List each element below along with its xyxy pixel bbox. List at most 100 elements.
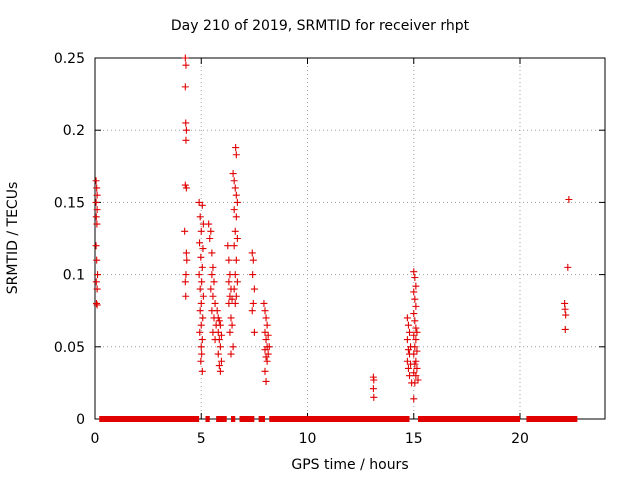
y-tick-label: 0.25 (54, 51, 85, 67)
data-point (197, 321, 205, 329)
data-point (94, 271, 102, 279)
data-point (414, 376, 422, 384)
data-point (249, 256, 257, 264)
data-point (265, 343, 273, 351)
chart-title: Day 210 of 2019, SRMTID for receiver rhp… (170, 18, 470, 34)
data-point (93, 285, 101, 293)
data-point (562, 311, 570, 319)
data-point (196, 213, 204, 221)
data-point (261, 367, 269, 375)
data-point (198, 263, 206, 271)
data-point (181, 83, 189, 91)
data-point (209, 292, 217, 300)
data-point (410, 310, 418, 318)
data-point (198, 278, 206, 286)
data-point (229, 343, 237, 351)
data-point (411, 317, 419, 325)
data-point (249, 299, 257, 307)
data-point (232, 144, 240, 152)
data-point (196, 307, 204, 315)
data-point (197, 253, 205, 261)
data-point (229, 170, 237, 178)
y-tick-label: 0.05 (54, 340, 85, 356)
data-point (215, 336, 223, 344)
data-point (216, 367, 224, 375)
data-point (232, 213, 240, 221)
data-point (216, 321, 224, 329)
data-point (413, 364, 421, 372)
data-point (215, 362, 223, 370)
data-point (410, 288, 418, 296)
data-point (216, 343, 224, 351)
data-point (182, 271, 190, 279)
data-point (406, 328, 413, 336)
data-point (263, 357, 271, 365)
data-point (412, 336, 420, 344)
data-point (92, 299, 100, 307)
data-point (215, 317, 223, 325)
data-point (412, 357, 420, 365)
data-point (413, 347, 421, 355)
data-point (262, 353, 270, 361)
data-point (92, 198, 100, 206)
data-point (93, 206, 101, 214)
x-tick-label: 15 (405, 431, 423, 447)
data-point (404, 364, 412, 372)
data-point (231, 227, 239, 235)
data-point (199, 314, 207, 322)
data-point (370, 393, 378, 401)
data-point (260, 299, 268, 307)
data-point (197, 227, 205, 235)
x-tick-label: 5 (197, 431, 206, 447)
data-point (264, 331, 272, 339)
data-point (411, 273, 419, 281)
data-point (263, 321, 271, 329)
data-point (207, 227, 215, 235)
data-point (565, 196, 573, 204)
y-tick-label: 0.15 (54, 195, 85, 211)
x-tick-label: 0 (91, 431, 100, 447)
data-point (198, 350, 206, 358)
data-point (92, 278, 100, 286)
data-point (403, 336, 411, 344)
data-point (225, 278, 233, 286)
data-point (411, 360, 419, 368)
data-point (261, 346, 269, 354)
data-point (410, 268, 418, 276)
data-point (195, 198, 203, 206)
data-point (561, 325, 569, 333)
data-point (232, 191, 240, 199)
data-point (412, 324, 420, 332)
data-point (224, 242, 232, 250)
data-point (92, 177, 100, 185)
data-point (182, 136, 190, 144)
data-point (208, 249, 216, 257)
data-point (209, 263, 217, 271)
data-point (93, 301, 101, 309)
data-point (196, 285, 204, 293)
x-axis-label: GPS time / hours (291, 457, 409, 473)
data-point (249, 271, 257, 279)
data-point (206, 235, 214, 242)
data-point (412, 302, 420, 310)
data-point (411, 379, 419, 387)
data-point (231, 299, 239, 307)
data-point (232, 292, 240, 300)
data-point (211, 299, 219, 307)
x-tick-label: 10 (299, 431, 317, 447)
data-point (199, 245, 207, 253)
data-point (261, 307, 269, 315)
data-point (248, 307, 256, 315)
data-point (248, 249, 256, 257)
data-point (370, 376, 378, 384)
data-point (93, 191, 101, 199)
data-point (233, 198, 241, 206)
data-point (195, 271, 203, 279)
data-point (410, 331, 418, 339)
data-point (217, 357, 225, 365)
data-point (231, 184, 239, 192)
data-point (230, 177, 238, 185)
data-point (182, 184, 190, 192)
data-point (183, 256, 191, 264)
